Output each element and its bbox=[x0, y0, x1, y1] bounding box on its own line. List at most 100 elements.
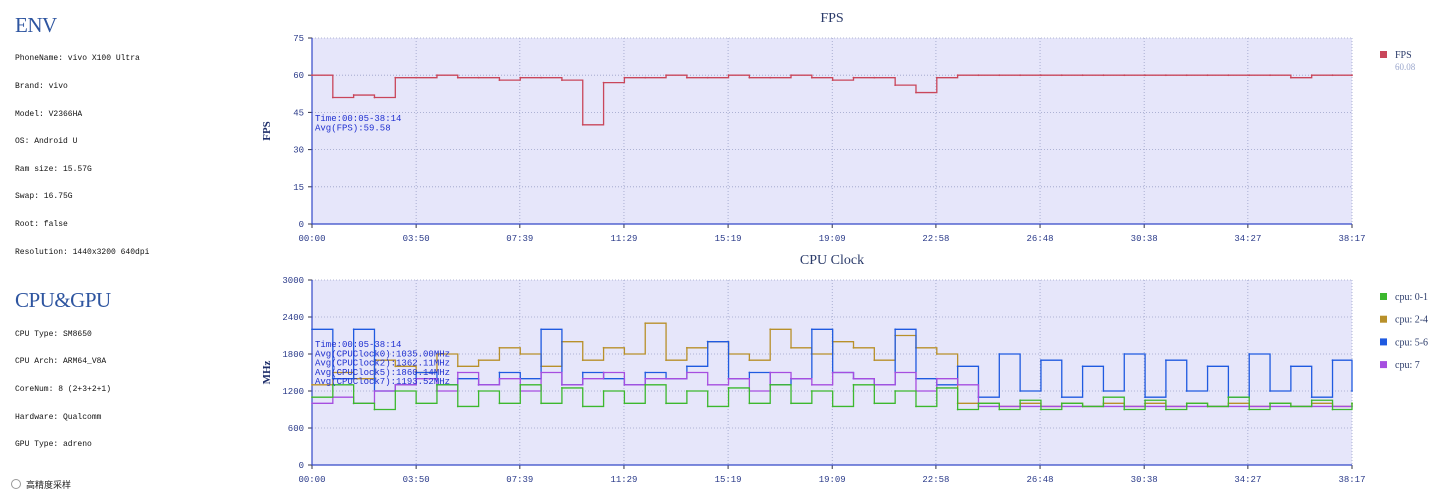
data-point bbox=[1331, 74, 1334, 77]
legend-label: cpu: 2-4 bbox=[1395, 315, 1428, 326]
data-point bbox=[602, 371, 605, 374]
legend-swatch bbox=[1380, 338, 1387, 346]
data-point bbox=[581, 371, 584, 374]
x-tick-label: 30:38 bbox=[1131, 234, 1158, 244]
data-point bbox=[373, 390, 376, 392]
data-point bbox=[581, 359, 584, 362]
data-point bbox=[644, 371, 647, 374]
y-tick-label: 2400 bbox=[282, 313, 304, 323]
data-point bbox=[415, 377, 418, 380]
data-point bbox=[498, 402, 501, 405]
data-point bbox=[477, 359, 480, 362]
data-point bbox=[1331, 359, 1334, 362]
x-tick-label: 15:19 bbox=[715, 475, 742, 485]
data-point bbox=[1040, 359, 1042, 362]
annotation-text: Avg(CPUClock7):1193.52MHz bbox=[315, 377, 450, 387]
x-tick-label: 22:58 bbox=[922, 234, 949, 244]
data-point bbox=[1269, 74, 1271, 77]
legend-swatch bbox=[1380, 361, 1387, 369]
data-point bbox=[498, 377, 501, 380]
data-point bbox=[1060, 74, 1063, 77]
y-tick-label: 600 bbox=[288, 424, 304, 434]
data-point bbox=[810, 390, 813, 392]
data-point bbox=[415, 402, 418, 405]
annotation-text: Avg(CPUClock2):1362.11MHz bbox=[315, 359, 450, 369]
series-cpu-0-1 bbox=[311, 383, 1353, 411]
data-point bbox=[415, 76, 418, 79]
data-point bbox=[915, 405, 917, 408]
legend-swatch bbox=[1380, 315, 1387, 323]
y-tick-label: 1800 bbox=[282, 350, 304, 360]
annotation-text: Avg(CPUClock0):1035.00MHz bbox=[315, 349, 450, 359]
x-tick-label: 34:27 bbox=[1234, 475, 1261, 485]
cpugpu-line: Hardware: Qualcomm bbox=[15, 412, 102, 422]
data-point bbox=[436, 74, 438, 77]
data-point bbox=[477, 76, 480, 79]
legend-label: cpu: 5-6 bbox=[1395, 337, 1428, 348]
data-point bbox=[956, 408, 959, 411]
data-point bbox=[1310, 399, 1313, 402]
data-point bbox=[1351, 390, 1353, 392]
y-axis-label: MHz bbox=[261, 360, 273, 384]
data-point bbox=[769, 76, 772, 79]
y-tick-label: 60 bbox=[293, 71, 304, 81]
data-point bbox=[706, 76, 709, 79]
data-point bbox=[1081, 74, 1084, 77]
data-point bbox=[748, 371, 751, 374]
data-point bbox=[852, 377, 855, 380]
data-point bbox=[873, 359, 876, 362]
data-point bbox=[1185, 74, 1188, 77]
data-point bbox=[1019, 399, 1022, 402]
data-point bbox=[602, 81, 605, 84]
data-point bbox=[894, 84, 897, 87]
legend-swatch bbox=[1380, 293, 1387, 300]
data-point bbox=[1269, 402, 1271, 405]
data-point bbox=[1289, 405, 1292, 408]
data-point bbox=[644, 76, 647, 79]
data-point bbox=[748, 76, 751, 79]
data-point bbox=[1206, 74, 1209, 77]
data-point bbox=[1289, 365, 1292, 368]
data-point bbox=[935, 377, 938, 380]
cpugpu-info: CPU Type: SM8650 CPU Arch: ARM64_V8A Cor… bbox=[15, 311, 265, 467]
data-point bbox=[1331, 408, 1334, 411]
data-point bbox=[769, 371, 772, 374]
env-line: PhoneName: vivo X100 Ultra bbox=[15, 54, 140, 64]
data-point bbox=[644, 322, 647, 325]
x-tick-label: 07:39 bbox=[506, 475, 533, 485]
y-tick-label: 3000 bbox=[282, 276, 304, 286]
data-point bbox=[581, 405, 584, 408]
data-point bbox=[915, 91, 917, 94]
data-point bbox=[831, 79, 834, 82]
x-tick-label: 38:17 bbox=[1338, 234, 1365, 244]
env-info: PhoneName: vivo X100 Ultra Brand: vivo M… bbox=[15, 36, 265, 275]
data-point bbox=[331, 96, 334, 99]
data-point bbox=[810, 76, 813, 79]
data-point bbox=[1185, 402, 1188, 405]
x-tick-label: 19:09 bbox=[819, 475, 846, 485]
data-point bbox=[685, 365, 688, 368]
data-point bbox=[1102, 396, 1105, 399]
data-point bbox=[998, 408, 1001, 411]
data-point bbox=[1040, 408, 1042, 411]
x-tick-label: 11:29 bbox=[610, 234, 637, 244]
data-point bbox=[394, 383, 397, 386]
env-line: Model: V2366HA bbox=[15, 109, 83, 119]
data-point bbox=[956, 383, 959, 386]
data-point bbox=[623, 76, 626, 79]
data-point bbox=[394, 76, 397, 79]
data-point bbox=[1289, 76, 1292, 79]
data-point bbox=[1123, 74, 1126, 77]
data-point bbox=[852, 346, 855, 349]
x-tick-label: 00:00 bbox=[298, 234, 325, 244]
data-point bbox=[1165, 74, 1167, 77]
legend-label: cpu: 0-1 bbox=[1395, 292, 1428, 303]
data-point bbox=[977, 74, 980, 77]
x-tick-label: 15:19 bbox=[715, 234, 742, 244]
chart-title: FPS bbox=[820, 11, 843, 26]
chart-title: CPU Clock bbox=[800, 253, 864, 268]
data-point bbox=[1248, 74, 1251, 77]
data-point bbox=[748, 359, 751, 362]
data-point bbox=[498, 79, 501, 82]
